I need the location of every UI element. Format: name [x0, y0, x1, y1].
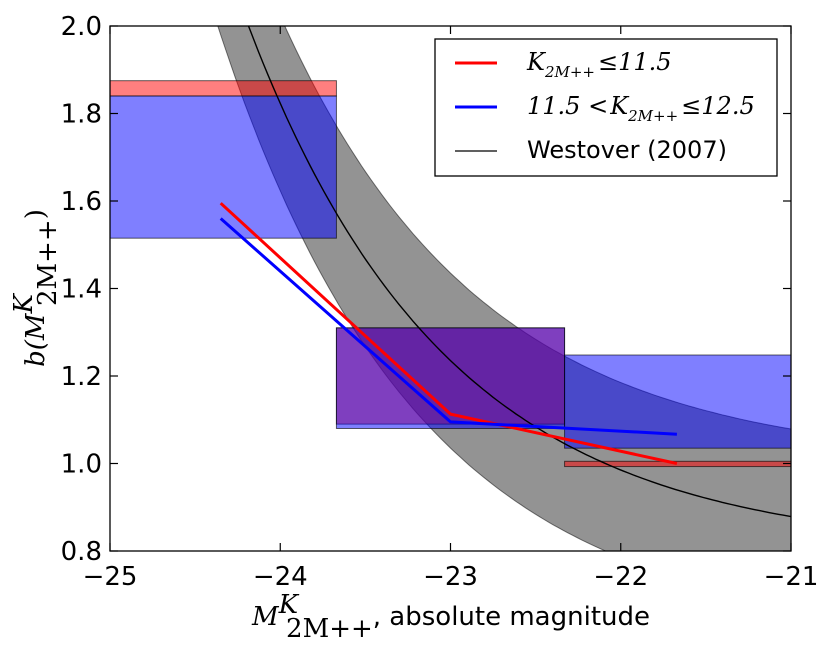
legend-blue-symbol: K [609, 92, 630, 120]
x-axis-label-text: , absolute magnitude [373, 602, 650, 632]
red-error-box-faint [564, 460, 791, 468]
legend-entry-red: K2M++ ≤11.5 [526, 48, 672, 81]
legend-entry-blue: 11.5 <K2M++ ≤12.5 [527, 92, 755, 125]
x-tick-label: −25 [83, 562, 138, 592]
legend-red-symbol: K [526, 48, 547, 76]
legend-entry-westover: Westover (2007) [527, 136, 727, 164]
westover-curve [247, 26, 791, 518]
x-tick-label: −21 [764, 562, 819, 592]
y-tick-label: 1.4 [61, 275, 102, 305]
blue-error-box-faint [564, 354, 791, 449]
y-tick-label: 2.0 [61, 12, 102, 42]
y-axis-label-superscript: K [9, 292, 39, 314]
y-tick-label: 0.8 [61, 537, 102, 567]
x-tick-label: −23 [423, 562, 478, 592]
y-tick-label: 1.6 [61, 187, 102, 217]
x-tick-label: −22 [593, 562, 648, 592]
legend-red-subscript: 2M++ [544, 63, 595, 81]
tick-layer: −25 −24 −23 −22 −21 0.8 1.0 1.2 1.4 1.6 1.8 2.0 [61, 12, 819, 592]
y-tick-label: 1.0 [61, 450, 102, 480]
y-axis-label: b(MK2M++) [9, 209, 63, 367]
red-error-box-bright [110, 80, 337, 97]
y-axis-label-symbol: b(M [21, 312, 51, 367]
x-axis-label-superscript: K [278, 590, 300, 620]
data-layer [110, 26, 791, 551]
x-axis-label-symbol: M [251, 602, 280, 632]
y-tick-label: 1.2 [61, 362, 102, 392]
red-series-line [219, 202, 678, 465]
x-axis-label-subscript: 2M++ [286, 614, 373, 644]
blue-error-box-bright [110, 95, 337, 239]
x-tick-label: −24 [253, 562, 308, 592]
y-axis-label-subscript: 2M++ [33, 219, 63, 306]
x-axis-label: MK 2M++, absolute magnitude [251, 590, 650, 644]
legend-blue-subscript: 2M++ [627, 107, 678, 125]
y-tick-label: 1.8 [61, 100, 102, 130]
legend-blue-prefix: 11.5 < [527, 92, 608, 120]
blue-series-line [219, 217, 677, 436]
y-axis-label-close: ) [21, 209, 51, 219]
legend: K2M++ ≤11.5 11.5 <K2M++ ≤12.5 Westover (20… [434, 38, 778, 177]
legend-blue-rest: ≤12.5 [681, 92, 755, 120]
legend-red-rest: ≤11.5 [598, 48, 672, 76]
